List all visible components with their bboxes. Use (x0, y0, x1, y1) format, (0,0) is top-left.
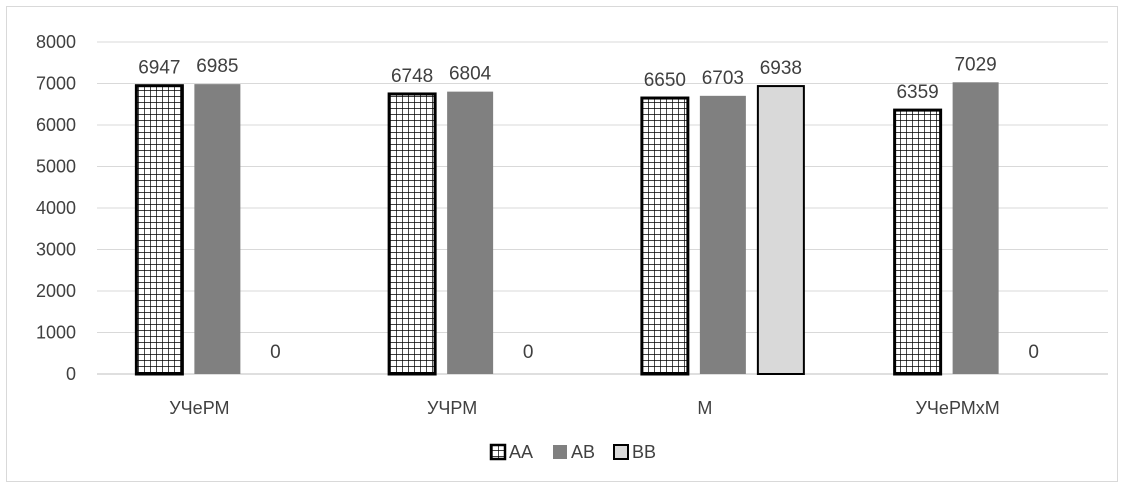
data-label-aa-0: 6947 (138, 58, 180, 79)
bar-ab-0 (194, 84, 241, 374)
bar-aa-2 (640, 96, 690, 376)
category-label: М (697, 398, 712, 418)
category-label: УЧеРМхМ (916, 398, 1000, 418)
bar-aa-0 (134, 84, 184, 376)
legend-label-ab: AB (571, 442, 595, 462)
data-label-ab-1: 6804 (449, 64, 492, 85)
bar-aa-3 (893, 108, 943, 376)
y-tick-label: 4000 (36, 198, 76, 218)
data-label-aa-2: 6650 (644, 70, 686, 91)
legend-swatch-aa (489, 443, 507, 461)
data-label-bb-3: 0 (1028, 342, 1039, 363)
y-tick-label: 0 (66, 364, 76, 384)
legend-swatch-bb (613, 444, 629, 460)
data-label-ab-3: 7029 (954, 54, 996, 75)
data-label-ab-2: 6703 (702, 68, 744, 89)
data-label-bb-0: 0 (270, 342, 281, 363)
data-label-bb-1: 0 (523, 342, 534, 363)
category-label: УЧеРМ (169, 398, 229, 418)
y-tick-label: 7000 (36, 74, 76, 94)
y-tick-label: 6000 (36, 115, 76, 135)
legend-swatch-ab (553, 445, 567, 459)
bars (134, 82, 999, 376)
bar-ab-3 (952, 82, 999, 374)
data-label-ab-0: 6985 (196, 56, 238, 77)
legend-label-aa: AA (509, 442, 533, 462)
data-labels: 6947 6985 0 6748 6804 0 6650 6703 6938 6359 7029 0 (138, 54, 1039, 363)
y-tick-label: 8000 (36, 32, 76, 52)
bar-ab-2 (699, 95, 746, 374)
bar-ab-1 (447, 91, 494, 374)
y-tick-label: 1000 (36, 323, 76, 343)
y-axis-tick-labels: 0 1000 2000 3000 4000 5000 6000 7000 8000 (36, 32, 76, 384)
y-tick-label: 3000 (36, 240, 76, 260)
legend: AA AB BB (489, 442, 656, 462)
category-label: УЧРМ (427, 398, 477, 418)
data-label-aa-3: 6359 (896, 82, 938, 103)
category-labels: УЧеРМ УЧРМ М УЧеРМхМ (169, 398, 999, 418)
bar-aa-1 (387, 92, 437, 376)
data-label-aa-1: 6748 (391, 66, 433, 87)
y-tick-label: 2000 (36, 281, 76, 301)
y-tick-label: 5000 (36, 157, 76, 177)
bar-bb-2 (756, 85, 805, 375)
legend-label-bb: BB (632, 442, 656, 462)
data-label-bb-2: 6938 (760, 58, 802, 79)
